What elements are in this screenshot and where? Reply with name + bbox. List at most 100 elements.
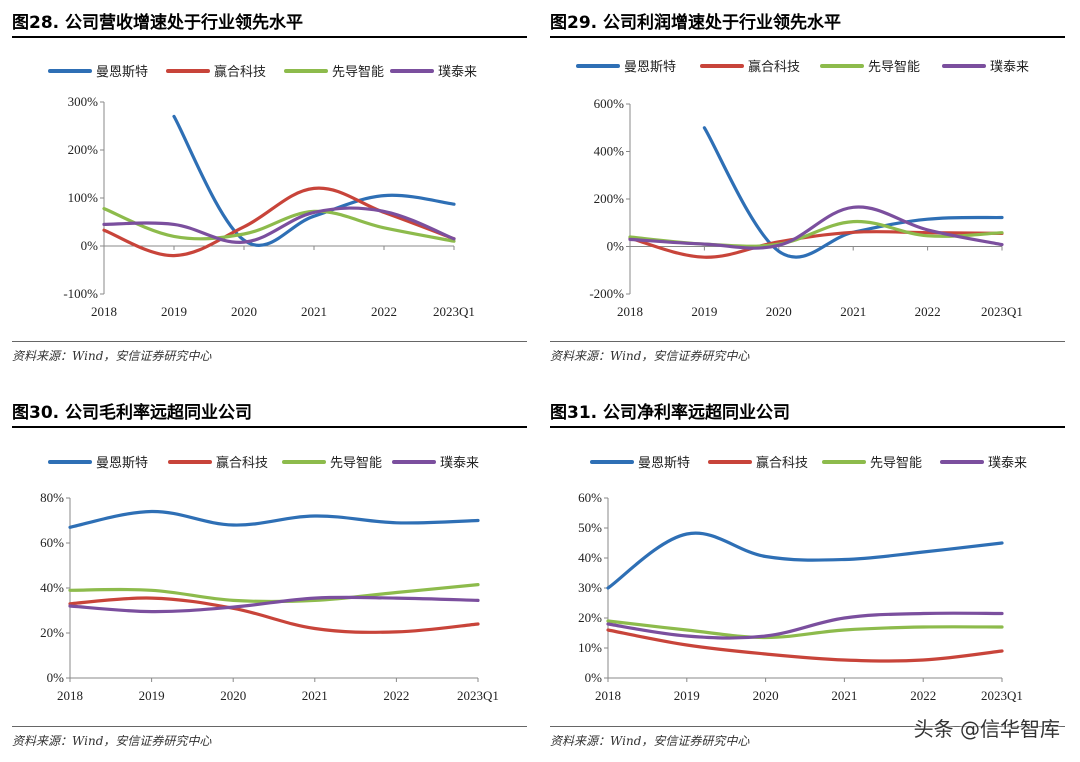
x-tick-label: 2018: [57, 688, 83, 703]
x-tick-label: 2021: [302, 688, 328, 703]
y-tick-label: 40%: [578, 550, 602, 565]
legend-entry: 先导智能: [820, 60, 920, 75]
legend-entry: 璞泰来: [392, 456, 479, 471]
y-tick-label: 10%: [578, 640, 602, 655]
x-tick-label: 2023Q1: [981, 304, 1023, 319]
x-tick-label: 2023Q1: [457, 688, 499, 703]
chart-panel-gross-margin: 图30. 公司毛利率远超同业公司 曼恩斯特 赢合科技 先导智能 璞泰来 0% 20% 40%…: [12, 398, 527, 758]
chart-panel-net-margin: 图31. 公司净利率远超同业公司 曼恩斯特 赢合科技 先导智能 璞泰来 0% 10% 20%…: [550, 398, 1065, 758]
series-line: [102, 206, 456, 244]
legend-entry: 曼恩斯特: [48, 65, 148, 80]
x-tick-label: 2020: [231, 304, 257, 319]
legend-entry: 赢合科技: [700, 59, 800, 75]
x-tick-label: 2021: [831, 688, 857, 703]
legend-label: 曼恩斯特: [624, 60, 676, 75]
series-line: [172, 114, 456, 247]
legend-entry: 先导智能: [822, 456, 922, 471]
legend-label: 璞泰来: [988, 456, 1027, 471]
y-tick-label: 40%: [40, 580, 64, 595]
chart-title: 图31. 公司净利率远超同业公司: [550, 403, 791, 423]
y-tick-label: 200%: [68, 142, 99, 157]
legend-entry: 赢合科技: [166, 64, 266, 80]
y-tick-label: 20%: [578, 610, 602, 625]
y-tick-label: 400%: [594, 144, 625, 159]
legend-entry: 先导智能: [282, 456, 382, 471]
title-rule: [550, 426, 1065, 428]
source-note: 资料来源：Wind，安信证券研究中心: [550, 734, 750, 748]
x-tick-label: 2022: [383, 688, 409, 703]
legend-entry: 璞泰来: [940, 456, 1027, 471]
legend: 曼恩斯特 赢合科技 先导智能 璞泰来: [576, 59, 1029, 75]
legend-label: 先导智能: [332, 65, 384, 80]
series-line: [68, 596, 480, 634]
legend-label: 赢合科技: [214, 64, 266, 80]
y-tick-label: 600%: [594, 96, 625, 111]
series-line: [606, 619, 1004, 640]
series-line: [68, 595, 480, 614]
y-tick-label: 50%: [578, 520, 602, 535]
legend: 曼恩斯特 赢合科技 先导智能 璞泰来: [48, 64, 477, 80]
chart-panel-profit-growth: 图29. 公司利润增速处于行业领先水平 曼恩斯特 赢合科技 先导智能 璞泰来 -200%…: [550, 8, 1065, 373]
series-line: [606, 628, 1004, 663]
y-tick-label: 20%: [40, 625, 64, 640]
y-tick-label: 80%: [40, 490, 64, 505]
legend-label: 先导智能: [330, 456, 382, 471]
source-note: 资料来源：Wind，安信证券研究中心: [12, 349, 212, 363]
x-tick-label: 2022: [371, 304, 397, 319]
chart-title: 图29. 公司利润增速处于行业领先水平: [550, 13, 842, 33]
chart-title: 图28. 公司营收增速处于行业领先水平: [12, 13, 304, 33]
legend-entry: 璞泰来: [942, 60, 1029, 75]
y-tick-label: 100%: [68, 190, 99, 205]
bottom-rule: [550, 726, 1065, 727]
x-tick-label: 2022: [915, 304, 941, 319]
x-tick-label: 2018: [617, 304, 643, 319]
y-tick-label: -100%: [63, 286, 98, 301]
series-line: [68, 509, 480, 529]
legend-entry: 璞泰来: [390, 65, 477, 80]
series-line: [606, 531, 1004, 590]
legend-entry: 赢合科技: [168, 455, 268, 471]
series-line: [606, 611, 1004, 640]
legend-label: 曼恩斯特: [96, 456, 148, 471]
source-note: 资料来源：Wind，安信证券研究中心: [550, 349, 750, 363]
series-line: [628, 205, 1004, 250]
x-tick-label: 2019: [139, 688, 165, 703]
legend-label: 曼恩斯特: [96, 65, 148, 80]
legend-label: 曼恩斯特: [638, 456, 690, 471]
legend-label: 璞泰来: [438, 65, 477, 80]
y-tick-label: 60%: [40, 535, 64, 550]
x-tick-label: 2023Q1: [981, 688, 1023, 703]
bottom-rule: [550, 341, 1065, 342]
bottom-rule: [12, 341, 527, 342]
legend-label: 赢合科技: [756, 455, 808, 471]
y-tick-label: 0%: [81, 238, 99, 253]
chart-svg: 曼恩斯特 赢合科技 先导智能 璞泰来 0% 10% 20% 30% 40% 50% 60% 2018 2…: [578, 455, 1027, 703]
legend: 曼恩斯特 赢合科技 先导智能 璞泰来: [48, 455, 479, 471]
legend-label: 赢合科技: [216, 455, 268, 471]
legend: 曼恩斯特 赢合科技 先导智能 璞泰来: [590, 455, 1027, 471]
x-tick-label: 2020: [766, 304, 792, 319]
x-tick-label: 2020: [753, 688, 779, 703]
legend-label: 先导智能: [868, 60, 920, 75]
title-rule: [12, 36, 527, 38]
y-tick-label: 0%: [607, 239, 625, 254]
legend-label: 璞泰来: [440, 456, 479, 471]
x-tick-label: 2022: [910, 688, 936, 703]
y-tick-label: 30%: [578, 580, 602, 595]
x-tick-label: 2019: [161, 304, 187, 319]
x-tick-label: 2018: [91, 304, 117, 319]
bottom-rule: [12, 726, 527, 727]
chart-panel-revenue-growth: 图28. 公司营收增速处于行业领先水平 曼恩斯特 赢合科技 先导智能 璞泰来 -100%…: [12, 8, 527, 373]
y-tick-label: 0%: [585, 670, 603, 685]
series-line: [102, 186, 456, 258]
legend-label: 赢合科技: [748, 59, 800, 75]
x-tick-label: 2023Q1: [433, 304, 475, 319]
legend-entry: 赢合科技: [708, 455, 808, 471]
chart-title: 图30. 公司毛利率远超同业公司: [12, 403, 253, 423]
legend-entry: 曼恩斯特: [48, 456, 148, 471]
y-tick-label: 200%: [594, 191, 625, 206]
y-tick-label: 0%: [47, 670, 65, 685]
y-tick-label: 300%: [68, 94, 99, 109]
series-line: [702, 126, 1004, 259]
y-tick-label: -200%: [589, 286, 624, 301]
